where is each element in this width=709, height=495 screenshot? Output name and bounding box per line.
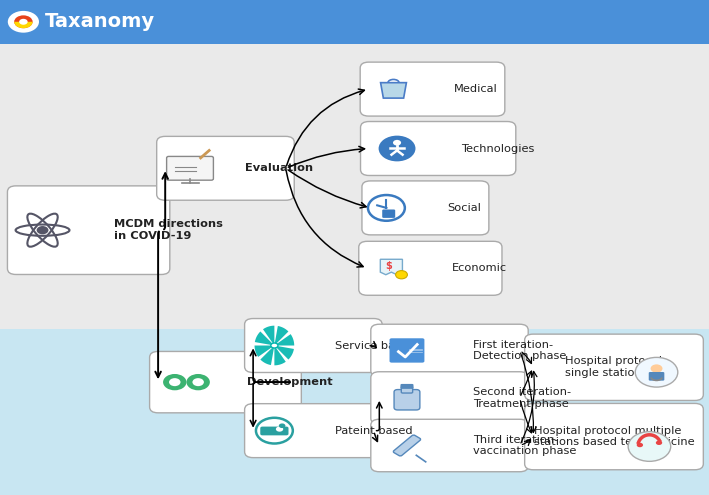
FancyBboxPatch shape bbox=[0, 44, 709, 329]
FancyBboxPatch shape bbox=[157, 136, 294, 200]
FancyBboxPatch shape bbox=[260, 427, 289, 436]
Text: $: $ bbox=[385, 261, 392, 271]
FancyBboxPatch shape bbox=[0, 0, 709, 44]
Circle shape bbox=[8, 11, 39, 33]
Text: Hospital protocol multiple
stations based telemedicine: Hospital protocol multiple stations base… bbox=[534, 426, 694, 447]
Circle shape bbox=[186, 374, 210, 390]
Polygon shape bbox=[274, 334, 294, 346]
Text: Pateint based: Pateint based bbox=[335, 426, 413, 436]
Wedge shape bbox=[14, 22, 33, 28]
Polygon shape bbox=[255, 346, 274, 357]
Circle shape bbox=[163, 374, 186, 390]
FancyBboxPatch shape bbox=[167, 156, 213, 180]
FancyBboxPatch shape bbox=[150, 351, 301, 413]
FancyBboxPatch shape bbox=[371, 372, 528, 424]
FancyBboxPatch shape bbox=[360, 62, 505, 116]
Circle shape bbox=[192, 378, 204, 386]
FancyBboxPatch shape bbox=[359, 241, 502, 295]
FancyBboxPatch shape bbox=[401, 384, 413, 389]
FancyBboxPatch shape bbox=[389, 338, 425, 363]
FancyBboxPatch shape bbox=[394, 390, 420, 410]
Text: MCDM directions
in COVID-19: MCDM directions in COVID-19 bbox=[114, 219, 223, 241]
FancyBboxPatch shape bbox=[371, 419, 528, 472]
FancyBboxPatch shape bbox=[382, 209, 395, 218]
Circle shape bbox=[635, 357, 678, 387]
Polygon shape bbox=[381, 83, 406, 98]
FancyBboxPatch shape bbox=[360, 122, 515, 176]
Polygon shape bbox=[274, 346, 286, 365]
FancyBboxPatch shape bbox=[525, 403, 703, 470]
Polygon shape bbox=[255, 332, 274, 346]
FancyBboxPatch shape bbox=[525, 334, 703, 400]
Circle shape bbox=[628, 432, 671, 461]
Circle shape bbox=[379, 136, 415, 161]
Text: Service based: Service based bbox=[335, 341, 415, 350]
Text: Hospital protocol
single station: Hospital protocol single station bbox=[566, 356, 662, 378]
Text: Evaluation: Evaluation bbox=[245, 163, 313, 173]
FancyBboxPatch shape bbox=[8, 186, 170, 274]
Circle shape bbox=[393, 140, 401, 146]
FancyBboxPatch shape bbox=[371, 324, 528, 377]
Circle shape bbox=[279, 423, 286, 428]
Text: Second iteration-
Treatment phase: Second iteration- Treatment phase bbox=[473, 387, 571, 409]
Text: Technologies: Technologies bbox=[461, 144, 534, 153]
Text: Economic: Economic bbox=[452, 263, 507, 273]
Polygon shape bbox=[260, 346, 274, 365]
Circle shape bbox=[656, 441, 662, 445]
Polygon shape bbox=[380, 259, 403, 275]
Text: First iteration-
Detection phase: First iteration- Detection phase bbox=[473, 340, 566, 361]
Circle shape bbox=[14, 15, 33, 28]
Circle shape bbox=[396, 271, 408, 279]
FancyBboxPatch shape bbox=[362, 181, 489, 235]
FancyBboxPatch shape bbox=[393, 435, 420, 456]
Circle shape bbox=[276, 427, 283, 432]
Text: Third iteration-
vaccination phase: Third iteration- vaccination phase bbox=[473, 435, 576, 456]
Polygon shape bbox=[274, 326, 289, 346]
Polygon shape bbox=[263, 326, 274, 346]
Polygon shape bbox=[274, 346, 294, 359]
Circle shape bbox=[637, 443, 643, 447]
Circle shape bbox=[37, 226, 48, 234]
Circle shape bbox=[651, 364, 662, 373]
Circle shape bbox=[271, 343, 278, 348]
Circle shape bbox=[19, 19, 28, 25]
Text: Social: Social bbox=[447, 203, 481, 213]
Text: Taxanomy: Taxanomy bbox=[45, 12, 155, 31]
FancyBboxPatch shape bbox=[245, 319, 382, 372]
FancyBboxPatch shape bbox=[0, 329, 709, 495]
Circle shape bbox=[169, 378, 181, 386]
FancyBboxPatch shape bbox=[245, 404, 382, 457]
FancyBboxPatch shape bbox=[649, 372, 664, 381]
FancyBboxPatch shape bbox=[401, 386, 413, 393]
Text: Medical: Medical bbox=[454, 84, 498, 94]
Text: Development: Development bbox=[247, 377, 333, 387]
